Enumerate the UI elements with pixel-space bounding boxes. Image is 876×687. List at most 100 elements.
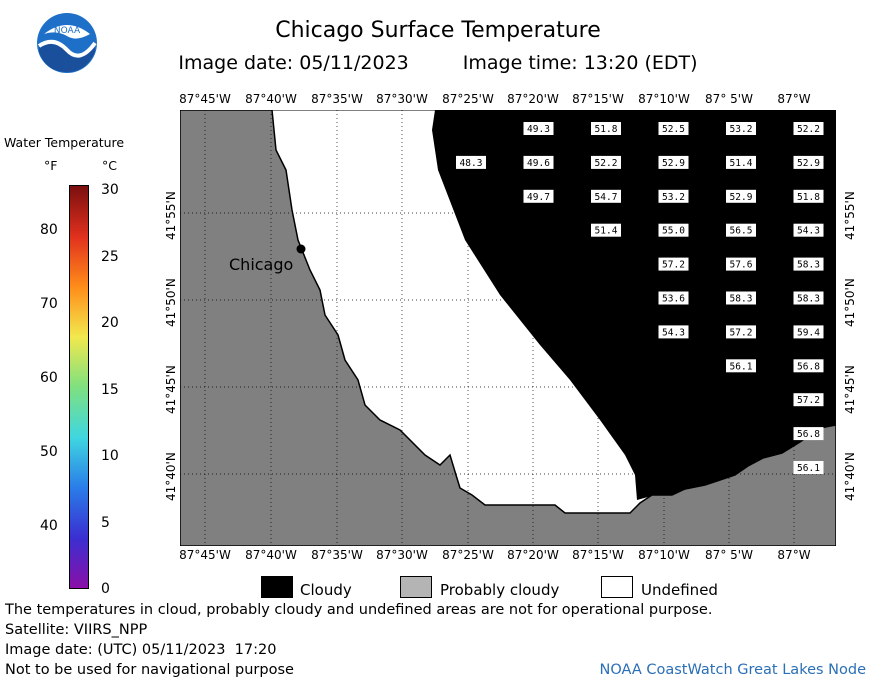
temp-value: 52.2 bbox=[797, 124, 820, 135]
temp-value-box bbox=[658, 155, 689, 169]
longitude-label: 87° 5'W bbox=[705, 92, 753, 106]
temp-value: 56.1 bbox=[797, 463, 820, 474]
longitude-label: 87°40'W bbox=[245, 548, 297, 562]
longitude-label: 87°30'W bbox=[376, 92, 428, 106]
cloudy-swatch bbox=[261, 576, 293, 598]
temp-value-box bbox=[658, 122, 689, 135]
navigation-warning: Not to be used for navigational purpose bbox=[5, 662, 294, 678]
temp-value-box bbox=[658, 223, 689, 237]
longitude-label: 87°45'W bbox=[179, 92, 231, 106]
latitude-label: 41°45'N bbox=[843, 365, 857, 414]
temp-value: 51.4 bbox=[730, 158, 753, 169]
temp-value-box bbox=[591, 155, 621, 169]
noaa-logo-text: NOAA bbox=[54, 26, 81, 36]
chicago-marker bbox=[296, 244, 306, 254]
temp-value: 53.2 bbox=[662, 192, 685, 203]
map-canvas: 49.351.852.553.252.2548.349.652.252.951.… bbox=[179, 109, 876, 547]
temp-value: 48.3 bbox=[460, 158, 483, 169]
longitude-label: 87° 5'W bbox=[705, 548, 753, 562]
longitude-label: 87°W bbox=[777, 92, 811, 106]
temp-value-box bbox=[523, 122, 554, 135]
temp-value-box bbox=[658, 257, 689, 271]
temp-value: 57.6 bbox=[730, 260, 753, 271]
temp-value-box bbox=[793, 393, 824, 407]
temp-value-box bbox=[793, 461, 824, 474]
temp-value-box bbox=[591, 223, 621, 237]
land bbox=[179, 109, 837, 547]
legend-tick-f: 50 bbox=[40, 444, 58, 460]
legend-tick-c: 10 bbox=[101, 448, 119, 464]
temp-value: 56.8 bbox=[797, 429, 820, 440]
temp-value-box bbox=[793, 155, 824, 169]
legend-tick-f: 60 bbox=[40, 370, 58, 386]
temp-value-box bbox=[793, 291, 824, 305]
longitude-label: 87°15'W bbox=[572, 548, 624, 562]
temp-value-box bbox=[793, 223, 824, 237]
cloudy-area bbox=[432, 110, 836, 500]
temp-value-box bbox=[523, 189, 554, 203]
temp-value: 58.3 bbox=[797, 294, 820, 305]
temp-value-box bbox=[793, 257, 824, 271]
longitude-label: 87°20'W bbox=[507, 548, 559, 562]
temp-value: 56.8 bbox=[797, 361, 820, 372]
temp-value: 53.6 bbox=[662, 294, 685, 305]
image-time: Image time: 13:20 (EDT) bbox=[462, 52, 698, 74]
temp-value-box bbox=[658, 189, 689, 203]
temp-value-box bbox=[658, 325, 689, 339]
temp-value: 59.4 bbox=[797, 327, 820, 338]
temp-value: 54.3 bbox=[797, 226, 820, 237]
longitude-label: 87°25'W bbox=[442, 548, 494, 562]
temp-value: 49.7 bbox=[527, 192, 550, 203]
longitude-label: 87°10'W bbox=[638, 548, 690, 562]
legend-unit-f: °F bbox=[44, 158, 58, 173]
cloudy-label: Cloudy bbox=[300, 581, 352, 599]
longitude-label: 87°35'W bbox=[311, 548, 363, 562]
temp-value: 56.1 bbox=[730, 361, 753, 372]
probably-cloudy-label: Probably cloudy bbox=[440, 581, 560, 599]
temp-value-box bbox=[523, 155, 554, 169]
temp-value: 58.3 bbox=[730, 294, 753, 305]
temp-value-box bbox=[726, 359, 756, 373]
temp-value-box bbox=[591, 122, 621, 135]
legend-tick-f: 40 bbox=[40, 518, 58, 534]
legend-tick-c: 20 bbox=[101, 315, 119, 331]
temp-value-box bbox=[591, 189, 621, 203]
temp-value: 57.2 bbox=[797, 395, 820, 406]
temp-value: 57.2 bbox=[730, 327, 753, 338]
satellite: Satellite: VIIRS_NPP bbox=[5, 622, 148, 638]
temp-value: 52.9 bbox=[797, 158, 820, 169]
legend-tick-c: 15 bbox=[101, 381, 119, 398]
temp-value: 52.9 bbox=[662, 158, 685, 169]
probably-cloudy-swatch bbox=[400, 576, 432, 598]
legend-tick-c: 5 bbox=[101, 514, 110, 531]
temp-value: 49.3 bbox=[527, 124, 550, 135]
temp-value: 55.0 bbox=[662, 226, 685, 237]
map-grid bbox=[180, 110, 836, 546]
latitude-label: 41°50'N bbox=[843, 278, 857, 327]
legend-tick-c: 30 bbox=[101, 182, 119, 198]
coastwatch-node: NOAA CoastWatch Great Lakes Node bbox=[599, 662, 866, 678]
legend-tick-f: 70 bbox=[40, 296, 58, 312]
noaa-logo: NOAA bbox=[36, 12, 98, 78]
latitude-label: 41°40'N bbox=[843, 452, 857, 501]
temp-value: 51.8 bbox=[797, 192, 820, 203]
utc-date: Image date: (UTC) 05/11/2023 17:20 bbox=[5, 642, 277, 658]
temp-value-box bbox=[793, 427, 824, 441]
temp-value-box bbox=[726, 189, 756, 203]
city-label: Chicago bbox=[229, 255, 293, 274]
latitude-label: 41°55'N bbox=[843, 191, 857, 240]
longitude-label: 87°25'W bbox=[442, 92, 494, 106]
temp-value-box bbox=[726, 223, 756, 237]
latitude-label: 41°50'N bbox=[164, 278, 178, 327]
image-datetime: Image date: 05/11/2023 Image time: 13:20… bbox=[0, 52, 876, 74]
temp-value-box bbox=[793, 189, 824, 203]
map: 49.351.852.553.252.2548.349.652.252.951.… bbox=[179, 109, 876, 550]
longitude-label: 87°10'W bbox=[638, 92, 690, 106]
latitude-label: 41°55'N bbox=[164, 191, 178, 240]
longitude-label: 87°45'W bbox=[179, 548, 231, 562]
temp-value-box bbox=[726, 155, 756, 169]
temp-value: 58.3 bbox=[797, 260, 820, 271]
longitude-label: 87°40'W bbox=[245, 92, 297, 106]
temp-value: 51.8 bbox=[595, 124, 618, 135]
disclaimer: The temperatures in cloud, probably clou… bbox=[5, 602, 713, 618]
